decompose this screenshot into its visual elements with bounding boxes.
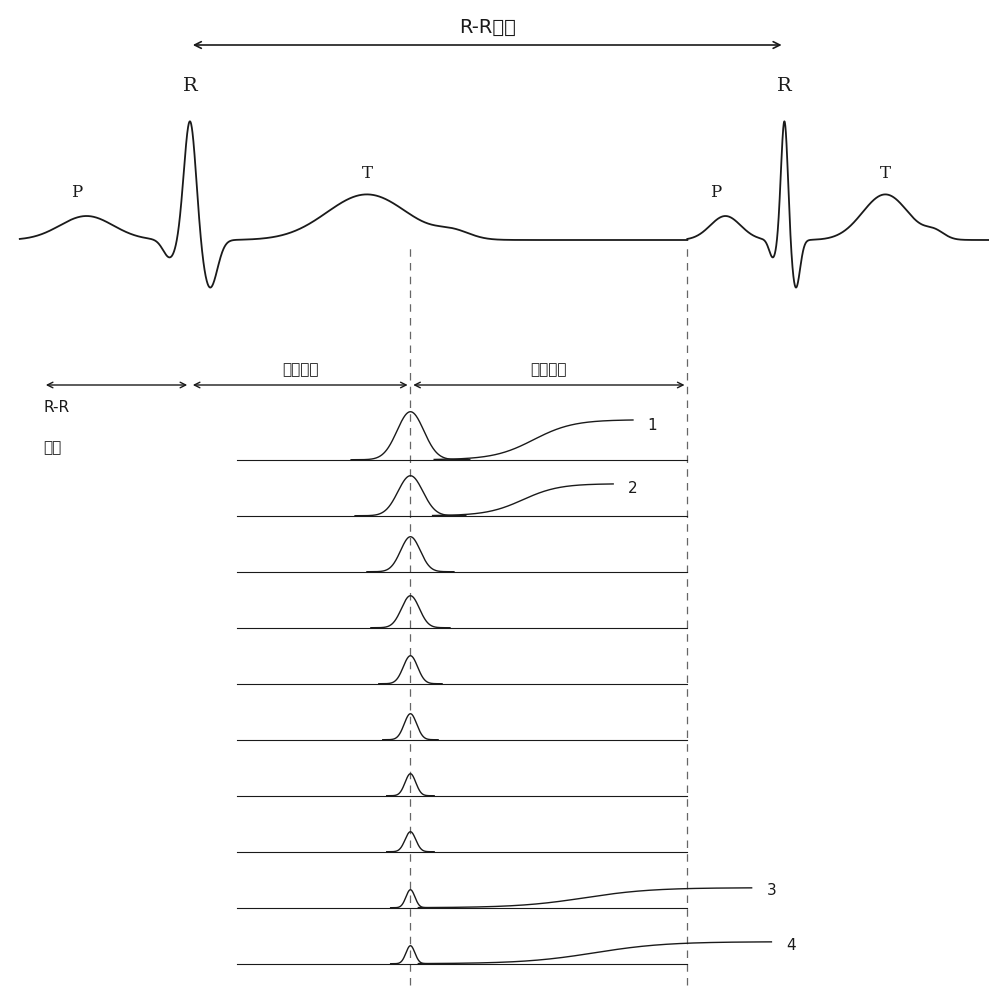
Text: 4: 4 <box>786 938 796 953</box>
Text: R-R: R-R <box>44 400 69 415</box>
Text: R: R <box>183 77 198 95</box>
Text: T: T <box>880 165 891 182</box>
Text: 间隔: 间隔 <box>44 440 61 455</box>
Text: 3: 3 <box>766 883 776 898</box>
Text: R: R <box>777 77 792 95</box>
Text: 心脏收缩: 心脏收缩 <box>282 362 318 377</box>
Text: R-R间隔: R-R间隔 <box>459 18 515 37</box>
Text: 心脏舒张: 心脏舒张 <box>531 362 567 377</box>
Text: T: T <box>361 165 373 182</box>
Text: 2: 2 <box>628 481 638 496</box>
Text: P: P <box>710 184 721 201</box>
Text: 1: 1 <box>648 418 658 433</box>
Text: P: P <box>71 184 82 201</box>
